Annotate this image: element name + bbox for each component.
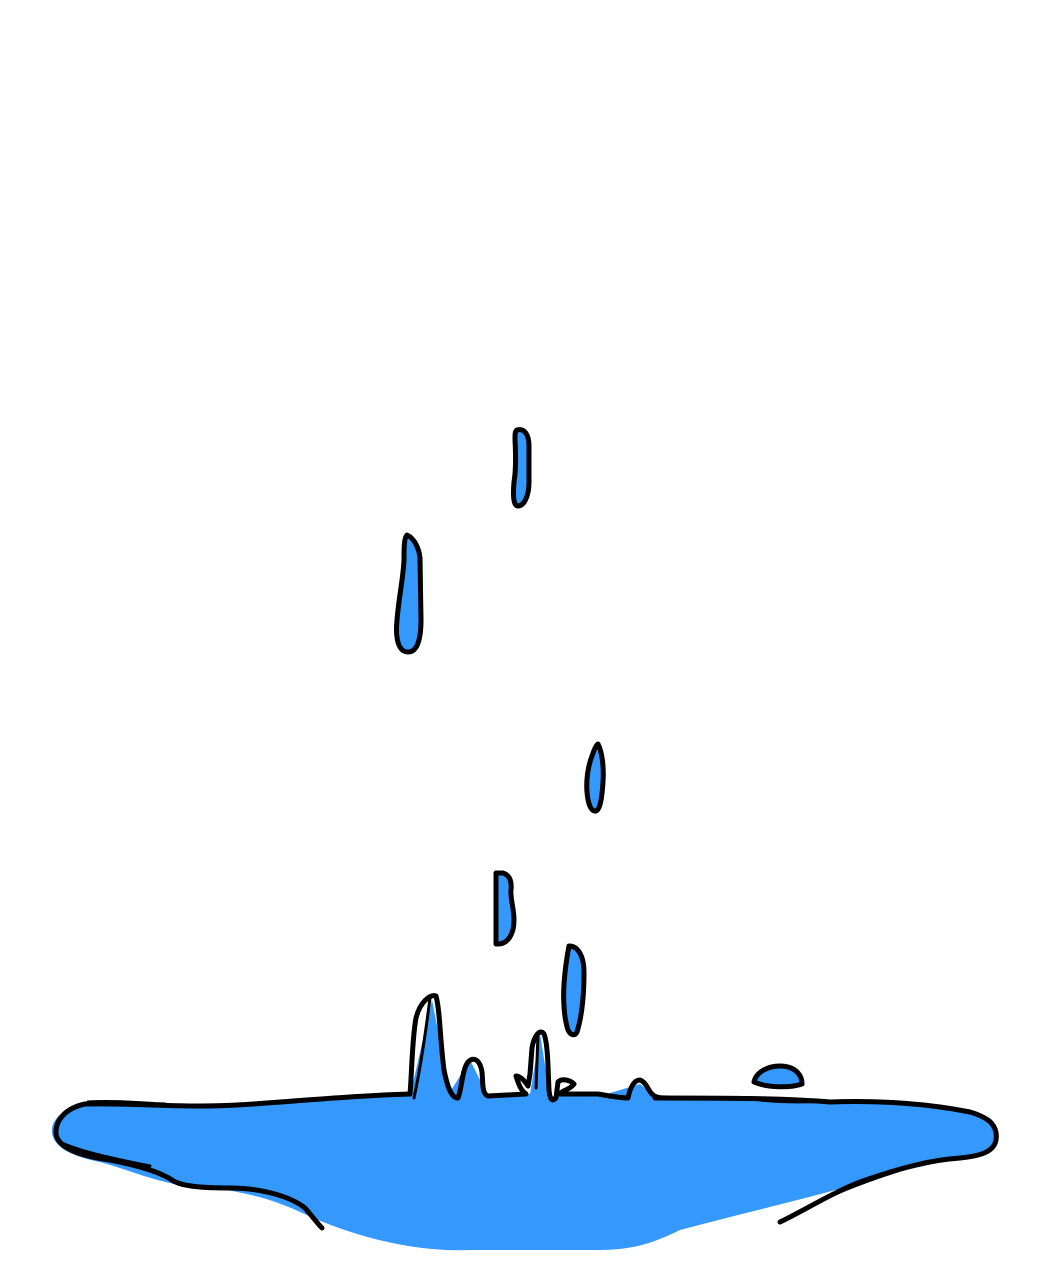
puddle-outline-right: [652, 1095, 999, 1225]
falling-drop-2: [394, 532, 424, 655]
puddle-outline-left: [53, 1091, 413, 1231]
splash-crown-spike-shadow: [412, 996, 540, 1100]
puddle-outline-right-echo: [758, 1098, 922, 1208]
splash-droplet: [751, 1063, 805, 1090]
falling-drop-4: [493, 870, 517, 947]
splash-crown: [407, 993, 671, 1103]
falling-drop-5: [561, 943, 587, 1038]
falling-drop-1: [511, 427, 532, 509]
falling-drop-3: [584, 741, 606, 814]
puddle-outline-left-echo: [58, 1099, 167, 1168]
puddle-body: [51, 1000, 997, 1251]
